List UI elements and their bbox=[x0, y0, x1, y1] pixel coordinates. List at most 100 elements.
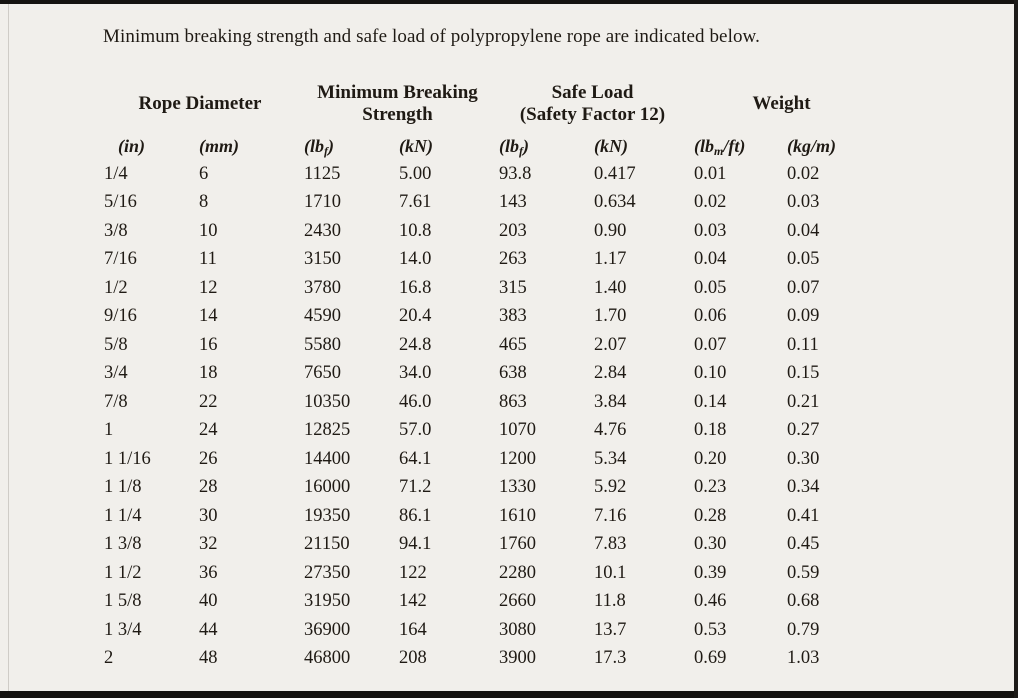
table-cell: 1070 bbox=[499, 420, 536, 441]
table-cell: 1 3/4 bbox=[104, 619, 142, 640]
table-cell: 1 bbox=[104, 420, 114, 441]
unit-lbf-breaking: (lbf) bbox=[300, 136, 395, 157]
table-cell: 17.3 bbox=[594, 648, 627, 669]
table-cell: 0.05 bbox=[787, 249, 820, 270]
table-cell: 143 bbox=[499, 192, 527, 213]
table-cell: 0.04 bbox=[787, 220, 820, 241]
table-row: 1 1/2 36 27350 122 2280 10.1 0.39 0.59 bbox=[100, 559, 873, 588]
table-cell: 2.84 bbox=[594, 363, 627, 384]
table-cell: 0.27 bbox=[787, 420, 820, 441]
table-cell: 2430 bbox=[304, 220, 341, 241]
right-border bbox=[1014, 0, 1018, 698]
table-cell: 3780 bbox=[304, 277, 341, 298]
table-cell: 0.90 bbox=[594, 220, 627, 241]
table-cell: 0.28 bbox=[694, 505, 727, 526]
table-cell: 31950 bbox=[304, 591, 351, 612]
table-group-header-row: Rope Diameter Minimum Breaking Strength … bbox=[100, 76, 873, 132]
unit-subscript: f bbox=[324, 143, 328, 158]
table-cell: 46.0 bbox=[399, 391, 432, 412]
table-cell: 0.30 bbox=[694, 534, 727, 555]
table-cell: 1/2 bbox=[104, 277, 128, 298]
table-cell: 0.41 bbox=[787, 505, 820, 526]
table-cell: 0.01 bbox=[694, 163, 727, 184]
unit-label: (lb bbox=[304, 135, 324, 156]
table-cell: 14.0 bbox=[399, 249, 432, 270]
table-cell: 208 bbox=[399, 648, 427, 669]
table-cell: 4.76 bbox=[594, 420, 627, 441]
table-cell: 8 bbox=[199, 192, 209, 213]
table-cell: 0.20 bbox=[694, 448, 727, 469]
table-cell: 28 bbox=[199, 477, 218, 498]
table-row: 1 5/8 40 31950 142 2660 11.8 0.46 0.68 bbox=[100, 588, 873, 617]
unit-mm: (mm) bbox=[195, 136, 300, 157]
table-row: 7/16 11 3150 14.0 263 1.17 0.04 0.05 bbox=[100, 246, 873, 275]
unit-kg-per-m: (kg/m) bbox=[783, 136, 873, 157]
table-row: 1/4 6 1125 5.00 93.8 0.417 0.01 0.02 bbox=[100, 160, 873, 189]
table-cell: 4590 bbox=[304, 306, 341, 327]
table-cell: 14 bbox=[199, 306, 218, 327]
table-cell: 3/8 bbox=[104, 220, 128, 241]
table-cell: 64.1 bbox=[399, 448, 432, 469]
group-header-safe-load: Safe Load (Safety Factor 12) bbox=[519, 81, 666, 125]
table-cell: 5.34 bbox=[594, 448, 627, 469]
table-cell: 1125 bbox=[304, 163, 341, 184]
table-cell: 0.68 bbox=[787, 591, 820, 612]
table-cell: 10350 bbox=[304, 391, 351, 412]
table-body: 1/4 6 1125 5.00 93.8 0.417 0.01 0.02 5/16 8 1710 7.… bbox=[100, 160, 873, 673]
table-cell: 24 bbox=[199, 420, 218, 441]
table-cell: 5.92 bbox=[594, 477, 627, 498]
table-cell: 26 bbox=[199, 448, 218, 469]
table-cell: 0.45 bbox=[787, 534, 820, 555]
table-cell: 5/8 bbox=[104, 334, 128, 355]
table-cell: 24.8 bbox=[399, 334, 432, 355]
table-cell: 7.16 bbox=[594, 505, 627, 526]
table-cell: 16 bbox=[199, 334, 218, 355]
table-cell: 164 bbox=[399, 619, 427, 640]
unit-label: ) bbox=[328, 135, 334, 156]
table-cell: 0.634 bbox=[594, 192, 636, 213]
table-cell: 36900 bbox=[304, 619, 351, 640]
table-cell: 3/4 bbox=[104, 363, 128, 384]
table-cell: 263 bbox=[499, 249, 527, 270]
unit-lbm-per-ft: (lbm/ft) bbox=[690, 136, 783, 157]
table-cell: 14400 bbox=[304, 448, 351, 469]
table-cell: 2660 bbox=[499, 591, 536, 612]
table-row: 5/16 8 1710 7.61 143 0.634 0.02 0.03 bbox=[100, 189, 873, 218]
table-cell: 1 1/2 bbox=[104, 562, 142, 583]
table-cell: 0.30 bbox=[787, 448, 820, 469]
table-cell: 0.79 bbox=[787, 619, 820, 640]
table-cell: 0.07 bbox=[787, 277, 820, 298]
table-cell: 1710 bbox=[304, 192, 341, 213]
table-cell: 383 bbox=[499, 306, 527, 327]
table-cell: 1.17 bbox=[594, 249, 627, 270]
table-cell: 1200 bbox=[499, 448, 536, 469]
table-cell: 86.1 bbox=[399, 505, 432, 526]
table-cell: 0.03 bbox=[787, 192, 820, 213]
table-cell: 32 bbox=[199, 534, 218, 555]
table-cell: 0.02 bbox=[787, 163, 820, 184]
unit-in: (in) bbox=[100, 136, 195, 157]
table-cell: 5580 bbox=[304, 334, 341, 355]
table-cell: 5.00 bbox=[399, 163, 432, 184]
table-cell: 44 bbox=[199, 619, 218, 640]
table-cell: 1/4 bbox=[104, 163, 128, 184]
table-cell: 3080 bbox=[499, 619, 536, 640]
bottom-border bbox=[0, 691, 1018, 698]
table-cell: 11.8 bbox=[594, 591, 626, 612]
table-cell: 1610 bbox=[499, 505, 536, 526]
unit-kn-breaking: (kN) bbox=[395, 136, 495, 157]
table-cell: 7650 bbox=[304, 363, 341, 384]
table-cell: 1.03 bbox=[787, 648, 820, 669]
table-cell: 1 1/8 bbox=[104, 477, 142, 498]
group-header-rope-diameter: Rope Diameter bbox=[138, 92, 262, 114]
unit-subscript: m bbox=[714, 143, 724, 158]
unit-lbf-safe-load: (lbf) bbox=[495, 136, 590, 157]
table-cell: 7.61 bbox=[399, 192, 432, 213]
table-row: 1/2 12 3780 16.8 315 1.40 0.05 0.07 bbox=[100, 274, 873, 303]
table-cell: 0.07 bbox=[694, 334, 727, 355]
table-cell: 22 bbox=[199, 391, 218, 412]
table-cell: 0.46 bbox=[694, 591, 727, 612]
table-cell: 0.34 bbox=[787, 477, 820, 498]
table-cell: 7/8 bbox=[104, 391, 128, 412]
unit-label: (kN) bbox=[594, 135, 628, 156]
